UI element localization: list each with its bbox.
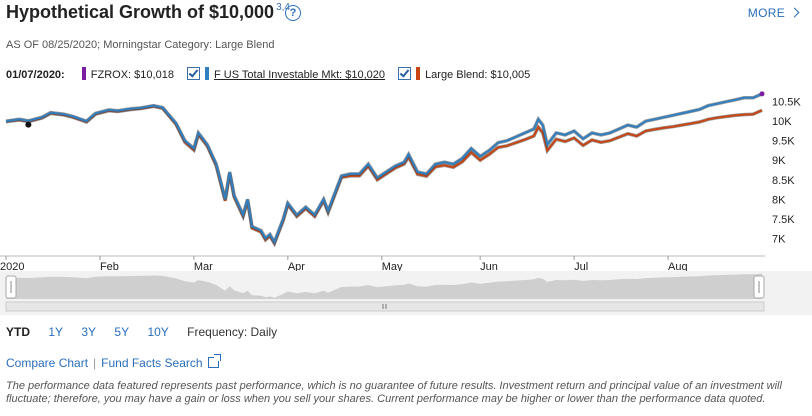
fzrox-marker xyxy=(759,91,765,97)
external-link-icon xyxy=(207,354,221,368)
range-selector: YTD 1Y 3Y 5Y 10Y Frequency: Daily xyxy=(6,325,277,339)
range-navigator[interactable] xyxy=(0,271,812,315)
series-line-f-us-total-investable-mkt[interactable] xyxy=(5,92,763,245)
page-title: Hypothetical Growth of $10,000 3,4 xyxy=(6,2,290,23)
as-of-text: AS OF 08/25/2020; Morningstar Category: … xyxy=(6,39,275,51)
disclaimer-text: The performance data featured represents… xyxy=(6,380,782,405)
more-label: MORE xyxy=(747,6,785,20)
legend-item-fzrox: FZROX: $10,018 xyxy=(81,67,174,81)
y-tick-label: 10.5K xyxy=(772,97,801,109)
navigator-scrollbar[interactable] xyxy=(5,301,765,312)
y-tick-label: 10K xyxy=(772,116,792,128)
legend-date: 01/07/2020: xyxy=(6,69,65,81)
title-text: Hypothetical Growth of $10,000 xyxy=(6,2,275,22)
x-tick-label: Mar xyxy=(194,261,213,273)
x-tick-label: Apr xyxy=(288,261,305,273)
x-tick-label: Feb xyxy=(100,261,119,273)
y-tick-label: 7K xyxy=(772,233,786,245)
range-5y[interactable]: 5Y xyxy=(114,325,130,339)
range-3y[interactable]: 3Y xyxy=(81,325,97,339)
range-10y[interactable]: 10Y xyxy=(147,325,169,339)
compare-chart-link[interactable]: Compare Chart xyxy=(6,356,89,370)
category-checkbox[interactable] xyxy=(398,67,412,80)
x-tick-label: May xyxy=(382,261,403,273)
y-axis: 10.5K 10K 9.5K 9K 8.5K 8K 7.5K 7K xyxy=(772,97,801,246)
navigator-series xyxy=(6,273,762,299)
category-swatch-icon xyxy=(416,67,421,80)
help-icon[interactable]: ? xyxy=(285,5,301,21)
x-axis: 2020 Feb Mar Apr May Jun Jul Aug xyxy=(0,256,688,273)
frequency-label: Frequency: Daily xyxy=(187,325,278,339)
link-separator: | xyxy=(93,356,97,370)
y-tick-label: 8K xyxy=(772,194,786,206)
fund-facts-link[interactable]: Fund Facts Search xyxy=(101,356,203,370)
legend-item-index[interactable]: F US Total Investable Mkt: $10,020 xyxy=(187,67,385,81)
plot-area xyxy=(0,91,765,257)
hover-point-marker xyxy=(25,121,32,128)
x-tick-label: Jul xyxy=(574,261,588,273)
footnote-ref[interactable]: 3,4 xyxy=(276,2,290,13)
more-button[interactable]: MORE xyxy=(747,6,800,20)
series-shadow xyxy=(5,92,763,247)
y-tick-label: 9K xyxy=(772,155,786,167)
chart-legend: 01/07/2020: FZROX: $10,018 F US Total In… xyxy=(6,67,540,81)
range-ytd[interactable]: YTD xyxy=(6,325,30,339)
x-tick-label: Jun xyxy=(480,261,498,273)
y-tick-label: 8.5K xyxy=(772,175,795,187)
y-tick-label: 7.5K xyxy=(772,214,795,226)
index-checkbox[interactable] xyxy=(187,67,200,80)
fzrox-swatch-icon xyxy=(81,67,86,80)
index-swatch-icon xyxy=(205,67,209,80)
growth-chart[interactable]: 10.5K 10K 9.5K 9K 8.5K 8K 7.5K 7K 2020 Feb Mar Apr… xyxy=(0,85,812,315)
legend-label[interactable]: F US Total Investable Mkt: $10,020 xyxy=(214,69,385,81)
chevron-right-icon xyxy=(789,7,800,18)
legend-label: FZROX: $10,018 xyxy=(90,69,174,81)
chart-links: Compare Chart | Fund Facts Search xyxy=(6,354,221,370)
legend-label: Large Blend: $10,005 xyxy=(425,69,531,81)
x-tick-label: 2020 xyxy=(0,261,24,273)
x-tick-label: Aug xyxy=(668,261,688,273)
range-1y[interactable]: 1Y xyxy=(48,325,64,339)
legend-item-category[interactable]: Large Blend: $10,005 xyxy=(398,67,530,81)
y-tick-label: 9.5K xyxy=(772,136,795,148)
